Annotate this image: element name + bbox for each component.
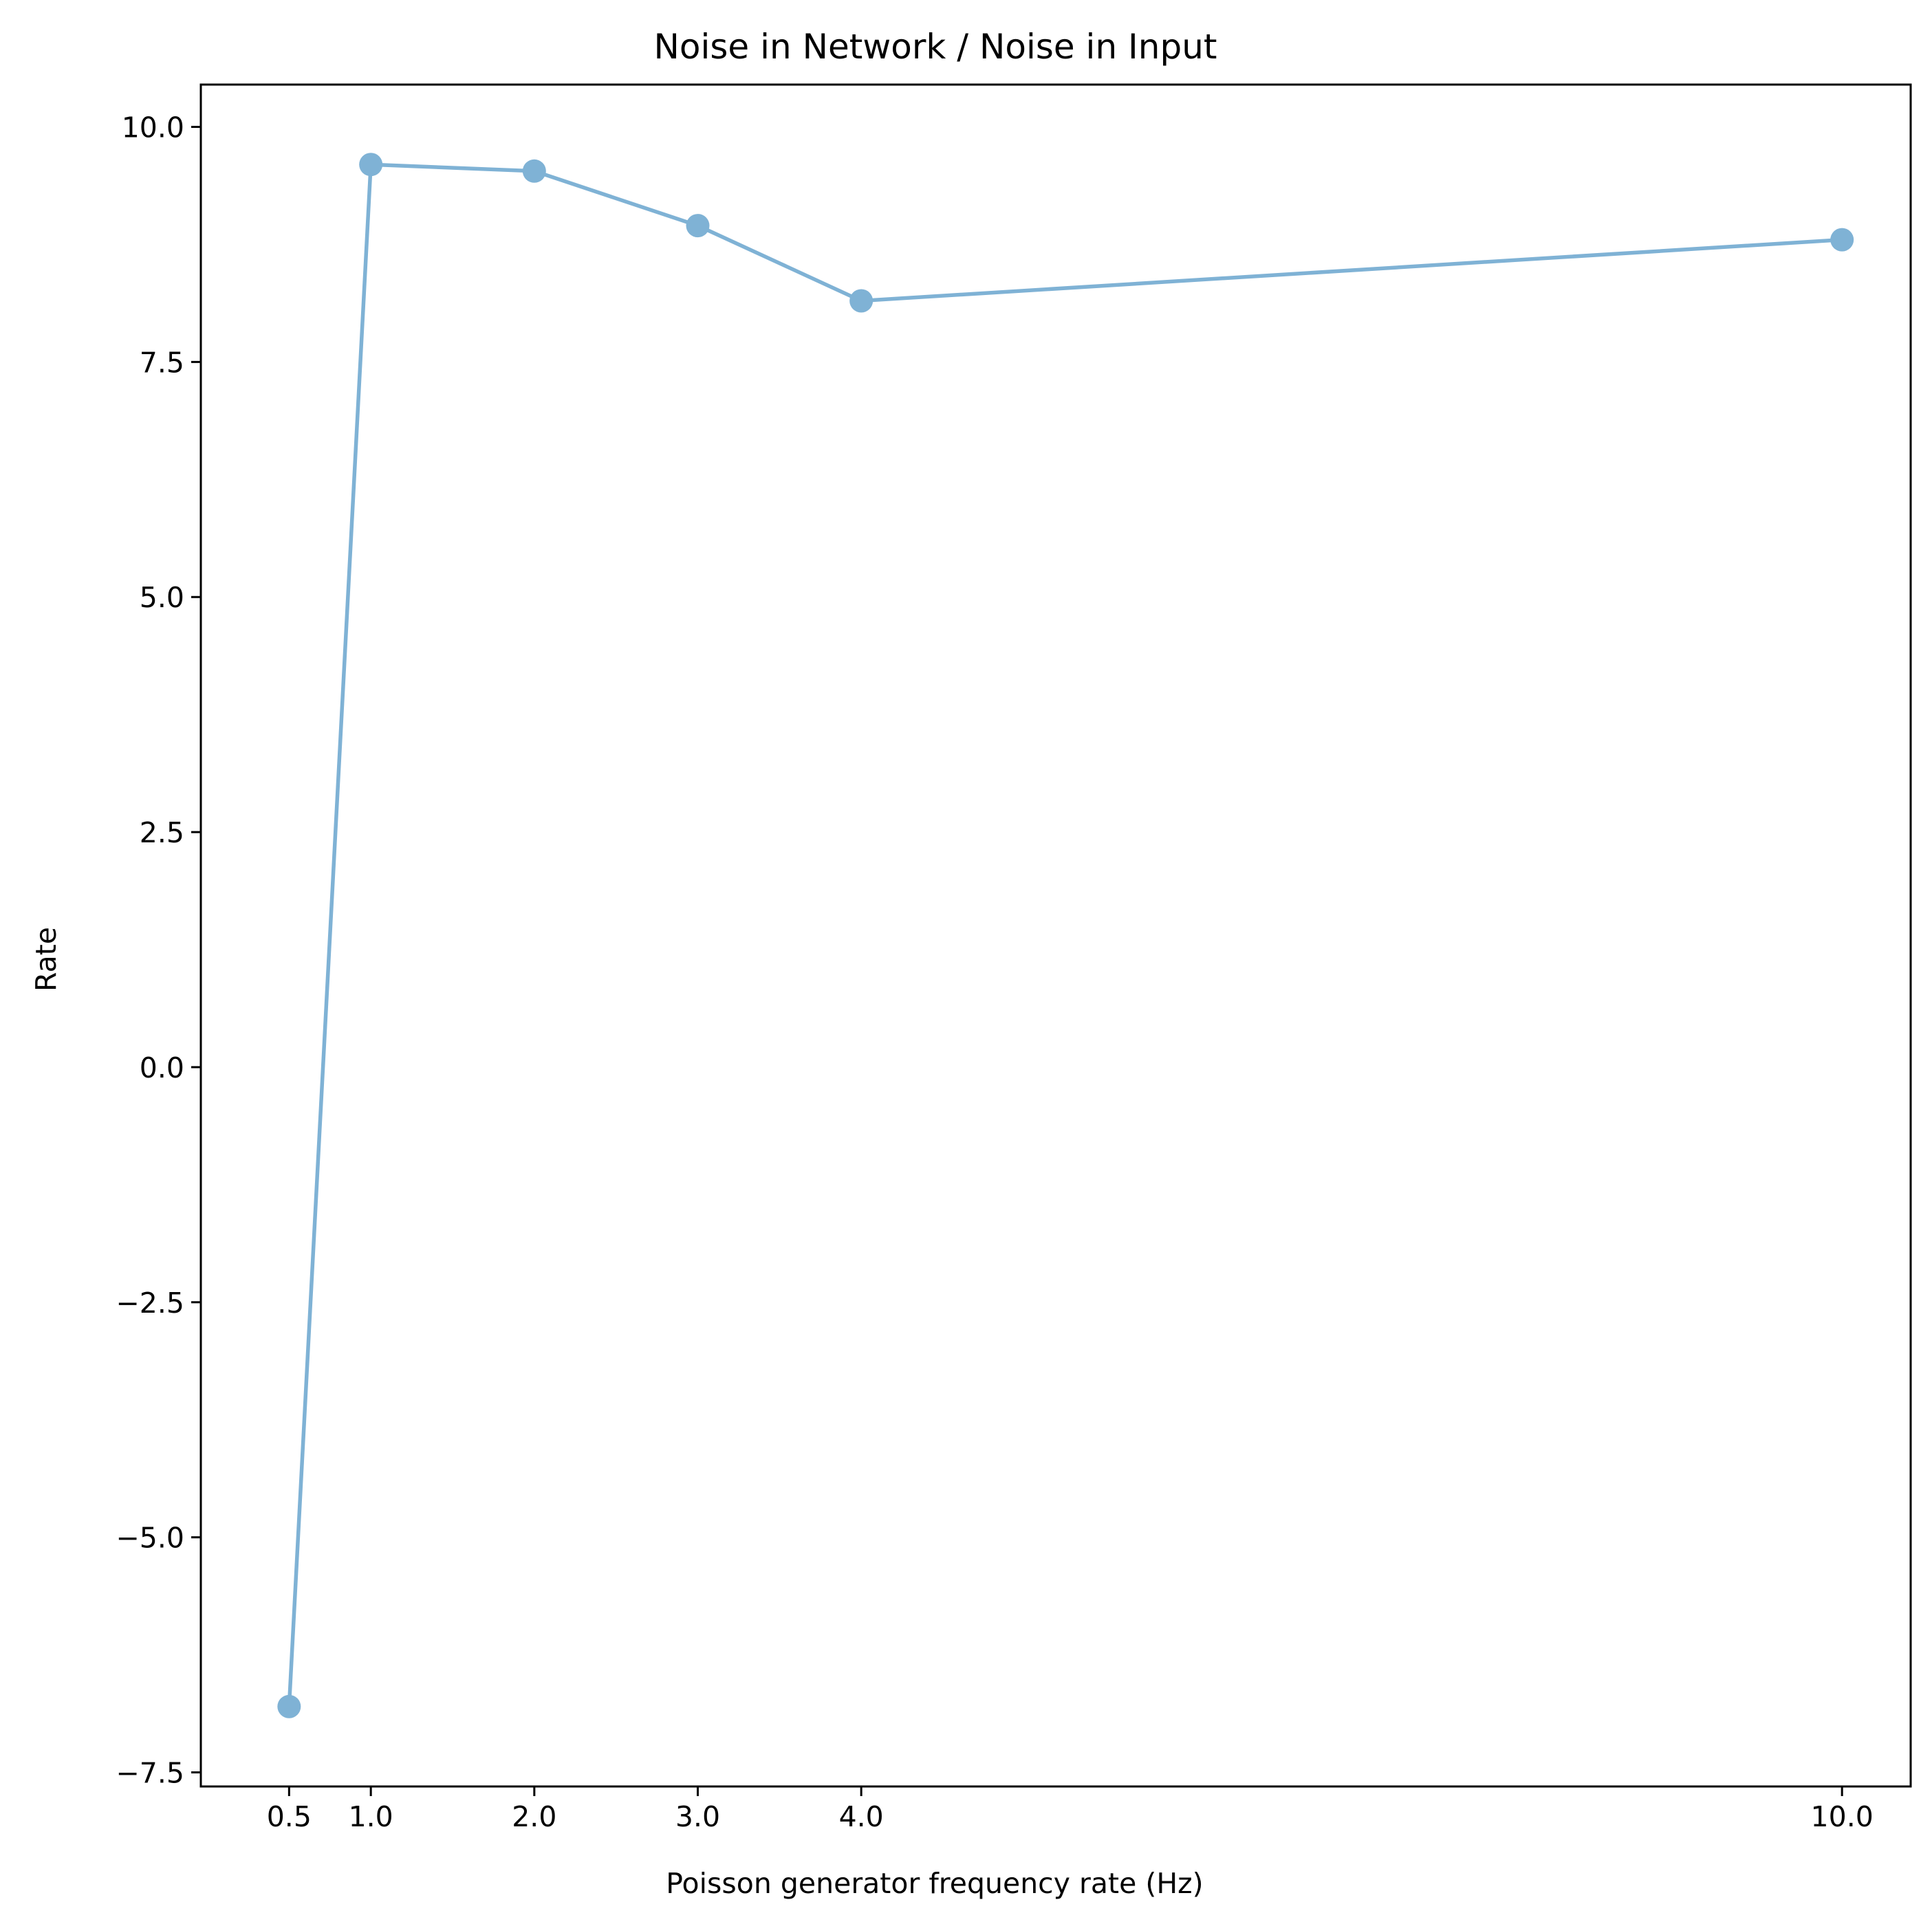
data-point <box>522 159 546 183</box>
data-point <box>686 214 710 238</box>
plot-frame <box>199 83 1912 1788</box>
x-tick-label: 4.0 <box>839 1800 884 1833</box>
y-tick-label: 10.0 <box>122 111 184 144</box>
series-layer <box>277 153 1854 1718</box>
y-tick-label: 0.0 <box>140 1051 184 1084</box>
y-axis: −7.5 −5.0 −2.5 0.0 2.5 5.0 7.5 10.0 <box>116 111 201 1789</box>
y-tick-label: −7.5 <box>116 1756 184 1789</box>
data-point <box>277 1694 301 1718</box>
x-tick-label: 1.0 <box>349 1800 393 1833</box>
series-line <box>287 162 1843 1707</box>
y-tick-label: 5.0 <box>140 581 184 614</box>
x-tick-label: 0.5 <box>267 1800 312 1833</box>
y-tick-label: 7.5 <box>140 346 184 379</box>
x-tick-label: 2.0 <box>512 1800 556 1833</box>
x-axis: 0.5 1.0 2.0 3.0 4.0 10.0 <box>267 1786 1874 1833</box>
x-tick-label: 3.0 <box>675 1800 720 1833</box>
data-point <box>359 153 383 177</box>
data-point <box>1830 228 1854 252</box>
y-tick-label: −5.0 <box>116 1522 184 1555</box>
chart-title: Noise in Network / Noise in Input <box>654 27 1217 67</box>
x-axis-title: Poisson generator frequency rate (Hz) <box>666 1867 1203 1900</box>
data-point <box>849 289 873 313</box>
x-tick-label: 10.0 <box>1811 1800 1874 1833</box>
y-tick-label: −2.5 <box>116 1287 184 1320</box>
y-tick-label: 2.5 <box>140 816 184 849</box>
y-axis-title: Rate <box>30 927 63 992</box>
